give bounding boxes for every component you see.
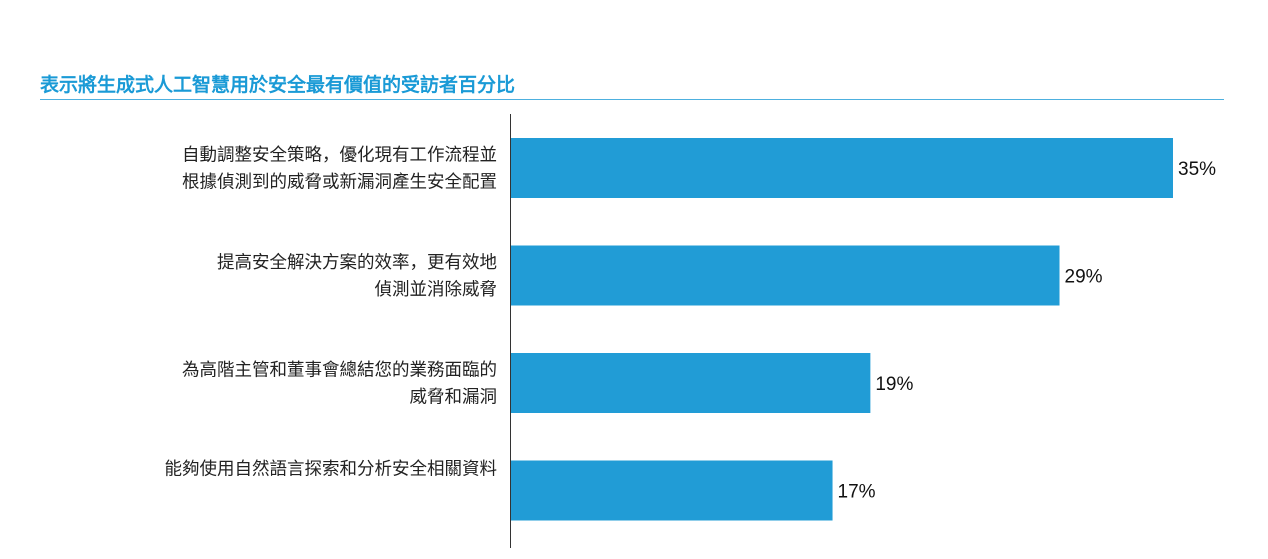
category-label-3-line-2: 威脅和漏洞: [410, 388, 498, 408]
bar-3: [511, 353, 871, 413]
bars-layer: [511, 138, 1173, 521]
title-divider: [40, 99, 1224, 100]
value-label-4: 17%: [838, 482, 876, 503]
value-label-2: 29%: [1065, 267, 1103, 288]
category-label-2-line-1: 提高安全解決方案的效率，更有效地: [217, 253, 497, 273]
bar-2: [511, 245, 1060, 306]
bar-4: [511, 460, 833, 521]
bar-1: [511, 138, 1173, 198]
category-label-2-line-2: 偵測並消除威脅: [375, 280, 498, 300]
category-label-1-line-1: 自動調整安全策略，優化現有工作流程並: [182, 146, 497, 166]
category-label-3-line-1: 為高階主管和董事會總結您的業務面臨的: [182, 361, 497, 381]
chart-title: 表示將生成式人工智慧用於安全最有價值的受訪者百分比: [40, 74, 516, 96]
value-label-3: 19%: [875, 374, 913, 395]
category-label-1-line-2: 根據偵測到的威脅或新漏洞產生安全配置: [182, 173, 497, 193]
category-label-4-line-1: 能夠使用自然語言探索和分析安全相關資料: [165, 459, 498, 480]
value-label-1: 35%: [1178, 159, 1216, 180]
